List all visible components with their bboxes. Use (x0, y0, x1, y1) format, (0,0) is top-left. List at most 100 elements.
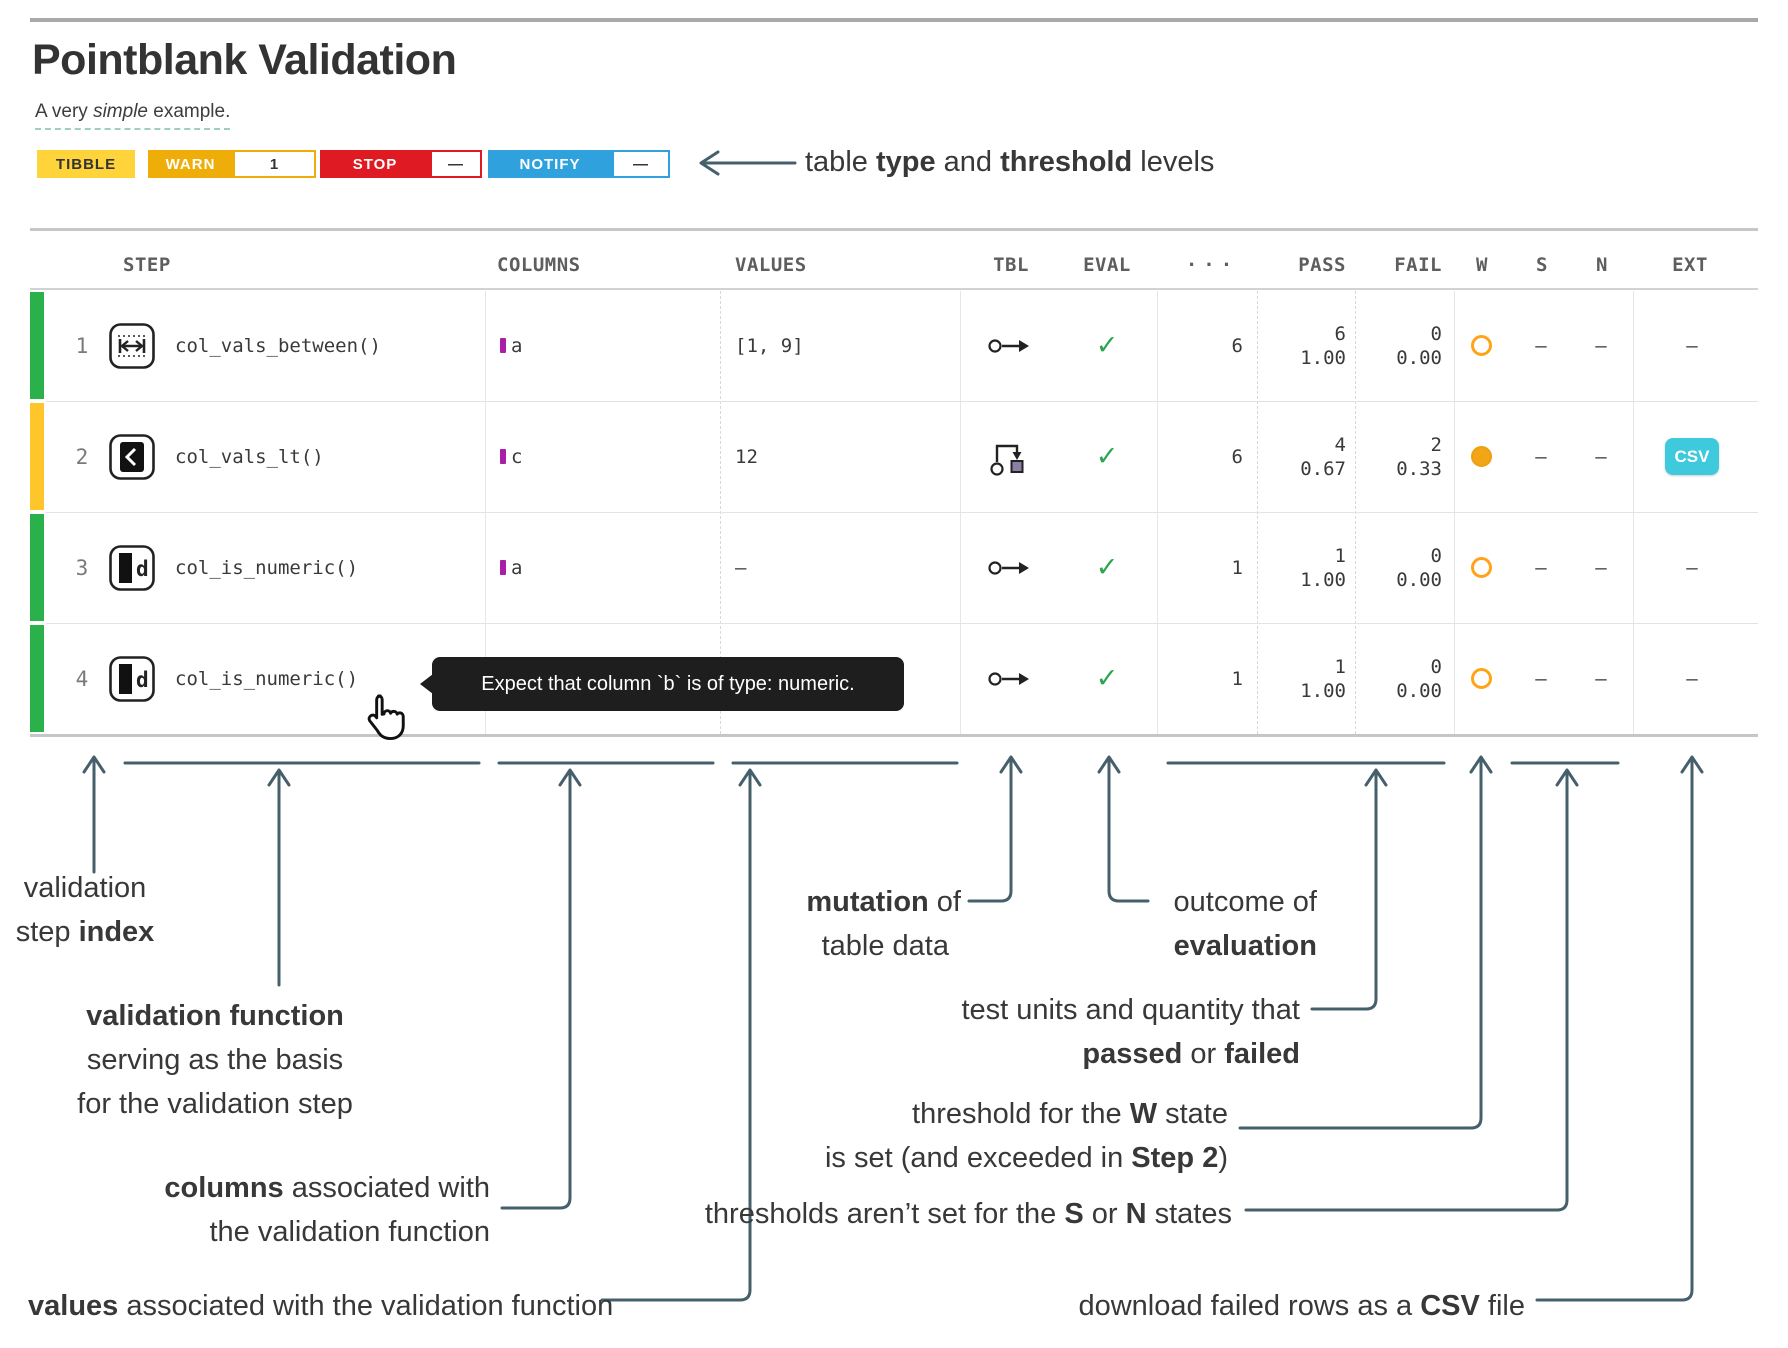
label-csv-download: download failed rows as a CSV file (1078, 1290, 1525, 1322)
validation-fn-label-hovered[interactable]: col_is_numeric() (175, 667, 359, 690)
csv-download-button[interactable]: CSV (1665, 438, 1719, 475)
label-s-n-thresholds: thresholds aren’t set for the S or N sta… (704, 1198, 1232, 1230)
header-ext: EXT (1672, 254, 1708, 276)
w-state-icon (1463, 290, 1499, 401)
header-fail: FAIL (1394, 254, 1442, 276)
fail-fraction: 0.33 (1396, 457, 1442, 480)
header-bottom-border (30, 288, 1758, 290)
col-is-numeric-icon[interactable]: d (108, 512, 156, 623)
status-bar-green (30, 625, 44, 732)
fail-fraction: 0.00 (1396, 346, 1442, 369)
eval-check-icon: ✓ (1095, 330, 1119, 361)
svg-text:d: d (136, 668, 149, 692)
page-subtitle: A very simple example. (35, 101, 231, 130)
table-row: 3 d col_is_numeric() a — ✓ 1 1 1.00 0 0.00… (30, 512, 1758, 623)
tbl-preserved-icon (970, 290, 1050, 401)
header-pass: PASS (1298, 254, 1346, 276)
note-mid: and (935, 146, 1001, 178)
s-state-cell: — (1535, 445, 1547, 468)
column-name: c (511, 445, 523, 468)
n-state-cell: — (1595, 334, 1607, 357)
n-state-cell: — (1595, 556, 1607, 579)
badge-note-label: table type and threshold levels (805, 146, 1214, 179)
page-title: Pointblank Validation (32, 36, 457, 84)
validation-fn-label[interactable]: col_vals_between() (175, 334, 381, 357)
pass-cell: 6 1.00 (1257, 290, 1346, 401)
pass-count: 6 (1334, 322, 1346, 345)
table-row: 1 col_vals_between() a [1, 9] ✓ 6 6 1.00 … (30, 290, 1758, 401)
table-header: STEP COLUMNS VALUES TBL EVAL ··· PASS FA… (30, 228, 1758, 288)
notify-badge: NOTIFY (488, 150, 612, 178)
connector-outcome (1107, 758, 1150, 903)
column-marker-icon (500, 449, 506, 464)
table-row: 2 col_vals_lt() c 12 ✓ 6 4 0.67 2 0.33 — —… (30, 401, 1758, 512)
tbl-preserved-icon (970, 623, 1050, 734)
test-units-cell: 1 (1231, 556, 1243, 579)
warn-badge: WARN (148, 150, 233, 178)
step-index: 3 (75, 555, 89, 580)
pass-cell: 1 1.00 (1257, 623, 1346, 734)
header-s: S (1536, 254, 1548, 276)
label-w-threshold: threshold for the W state is set (and ex… (824, 1098, 1228, 1174)
warn-threshold-value: 1 (233, 150, 316, 178)
note-type: type (875, 146, 936, 178)
header-values: VALUES (735, 254, 807, 276)
step-index: 4 (75, 666, 89, 691)
note-pre: table (805, 146, 876, 178)
validation-fn-label[interactable]: col_is_numeric() (175, 556, 359, 579)
tibble-badge: TIBBLE (37, 150, 135, 178)
validation-fn-label[interactable]: col_vals_lt() (175, 445, 324, 468)
ext-cell: — (1686, 556, 1698, 579)
fail-cell: 0 0.00 (1355, 512, 1442, 623)
subtitle-post: example. (147, 101, 231, 122)
header-step: STEP (123, 254, 171, 276)
connector-csv (1535, 758, 1694, 1302)
ext-cell: CSV (1652, 401, 1732, 512)
top-rule (30, 18, 1758, 22)
hand-cursor-icon (362, 692, 406, 749)
col-is-numeric-icon[interactable]: d (108, 623, 156, 734)
fail-count: 0 (1430, 322, 1442, 345)
col-vals-lt-icon[interactable] (108, 401, 156, 512)
ext-cell: — (1686, 334, 1698, 357)
fail-count: 0 (1430, 655, 1442, 678)
fail-fraction: 0.00 (1396, 679, 1442, 702)
label-values: values associated with the validation fu… (28, 1290, 614, 1322)
eval-check-icon: ✓ (1095, 441, 1119, 472)
s-state-cell: — (1535, 334, 1547, 357)
stop-badge: STOP (320, 150, 430, 178)
row-separator (46, 401, 1758, 402)
stop-threshold-value: — (430, 150, 482, 178)
connector-columns (500, 770, 572, 1210)
status-bar-green (30, 514, 44, 621)
notify-threshold-value: — (612, 150, 670, 178)
pass-cell: 4 0.67 (1257, 401, 1346, 512)
w-state-icon-filled (1463, 401, 1499, 512)
pass-count: 4 (1334, 433, 1346, 456)
values-cell: [1, 9] (735, 334, 804, 357)
tbl-modified-icon (970, 401, 1050, 512)
col-vals-between-icon[interactable] (108, 290, 156, 401)
note-threshold: threshold (1000, 146, 1133, 178)
row-separator (46, 512, 1758, 513)
columns-cell: a (500, 512, 720, 623)
fail-count: 0 (1430, 544, 1442, 567)
column-name: a (511, 556, 523, 579)
w-state-icon (1463, 512, 1499, 623)
connector-mutation (967, 758, 1013, 903)
header-tbl: TBL (993, 254, 1029, 276)
pass-fraction: 1.00 (1300, 568, 1346, 591)
subtitle-italic: simple (93, 101, 148, 122)
header-n: N (1596, 254, 1608, 276)
header-units-dots: ··· (1185, 254, 1239, 276)
label-validation-function: validation function serving as the basis… (77, 1000, 353, 1120)
table-bottom-border (30, 734, 1758, 737)
pass-cell: 1 1.00 (1257, 512, 1346, 623)
column-marker-icon (500, 338, 506, 353)
row-separator (46, 623, 1758, 624)
w-state-icon (1463, 623, 1499, 734)
subtitle-pre: A very (35, 101, 94, 122)
pass-fraction: 0.67 (1300, 457, 1346, 480)
header-columns: COLUMNS (497, 254, 581, 276)
